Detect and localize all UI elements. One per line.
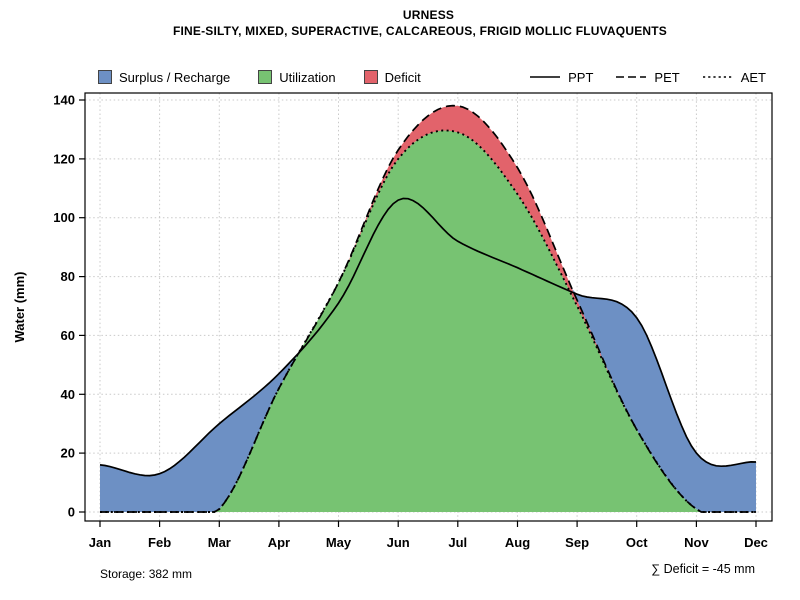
legend-item-pet: PET (615, 69, 680, 85)
storage-note: Storage: 382 mm (100, 567, 193, 581)
chart-title: URNESS (402, 8, 455, 22)
deficit-sum-note: ∑ Deficit = -45 mm (651, 562, 755, 576)
ppt-line-sample (530, 76, 561, 78)
legend-item-aet: AET (702, 70, 766, 85)
legend-label-pet: PET (654, 69, 680, 85)
svg-text:140: 140 (53, 93, 75, 108)
svg-text:100: 100 (53, 210, 75, 225)
deficit-swatch (363, 70, 378, 84)
svg-text:Oct: Oct (626, 535, 648, 550)
svg-text:60: 60 (61, 328, 75, 343)
legend-label-deficit: Deficit (384, 69, 421, 85)
svg-text:0: 0 (68, 505, 75, 520)
svg-text:20: 20 (61, 446, 75, 461)
legend-label-utilization: Utilization (279, 69, 336, 85)
pet-line-sample (616, 76, 647, 78)
legend-label-aet: AET (740, 69, 766, 85)
svg-text:Dec: Dec (744, 535, 768, 550)
chart-subtitle: FINE-SILTY, MIXED, SUPERACTIVE, CALCAREO… (172, 24, 668, 38)
svg-text:Sep: Sep (565, 535, 589, 550)
svg-text:Nov: Nov (684, 535, 709, 550)
legend-item-utilization: Utilization (258, 69, 336, 85)
svg-text:Water (mm): Water (mm) (12, 271, 27, 342)
svg-text:Feb: Feb (148, 535, 171, 550)
svg-text:Jun: Jun (387, 535, 410, 550)
legend-label-surplus: Surplus / Recharge (119, 69, 231, 85)
svg-text:Aug: Aug (505, 535, 530, 550)
legend-item-deficit: Deficit (363, 69, 421, 85)
svg-text:Jul: Jul (448, 535, 467, 550)
legend-item-ppt: PPT (529, 70, 593, 85)
surplus-swatch (98, 70, 112, 84)
legend: Surplus / Recharge Utilization Deficit P… (98, 69, 766, 85)
legend-label-ppt: PPT (568, 69, 594, 85)
svg-text:120: 120 (53, 151, 75, 166)
legend-item-surplus: Surplus / Recharge (98, 70, 230, 85)
svg-text:Jan: Jan (89, 535, 111, 550)
legend-line-group: PPT PET AET (529, 70, 766, 85)
svg-text:40: 40 (61, 387, 75, 402)
svg-text:Mar: Mar (208, 535, 231, 550)
utilization-swatch (258, 70, 273, 84)
svg-text:Apr: Apr (268, 535, 290, 550)
legend-fill-group: Surplus / Recharge Utilization Deficit (98, 70, 421, 85)
svg-text:80: 80 (61, 269, 75, 284)
svg-text:May: May (326, 535, 352, 550)
